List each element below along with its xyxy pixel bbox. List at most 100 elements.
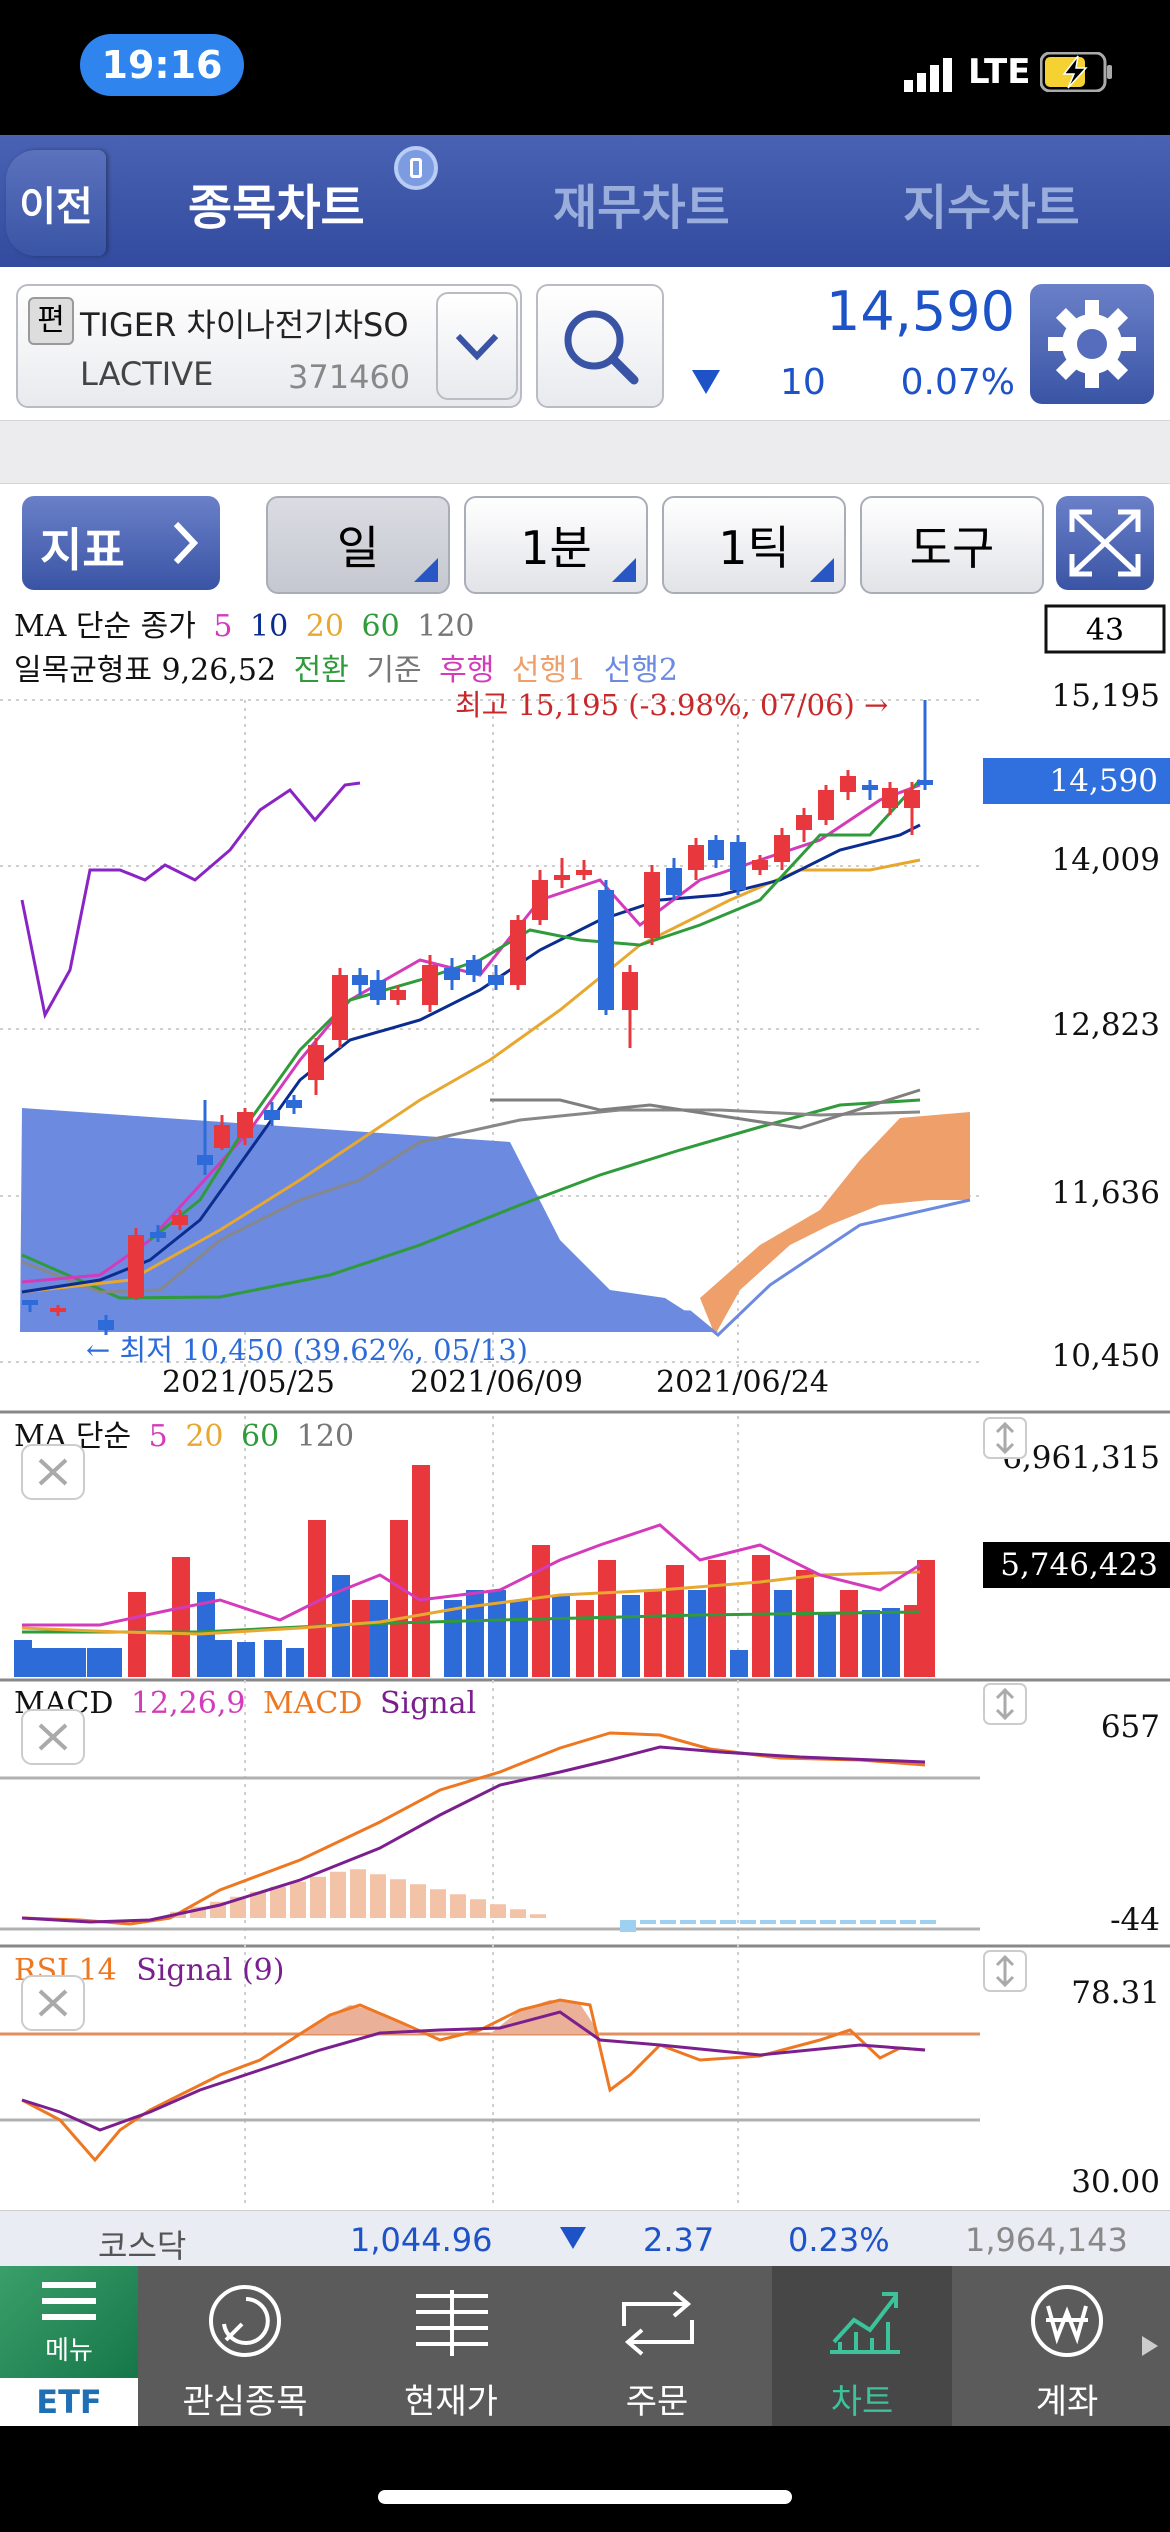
current-price-marker: 14,590 xyxy=(1050,763,1158,799)
tab-financial-chart[interactable]: 재무차트 xyxy=(553,180,730,236)
close-icon[interactable] xyxy=(21,1975,85,2031)
ma-legend: MA 단순 종가 5 10 20 60 120 xyxy=(14,609,475,644)
tools-label: 도구 xyxy=(909,521,995,575)
volume-bar xyxy=(104,1648,122,1677)
macd-hist-bar xyxy=(640,1920,656,1924)
candle xyxy=(128,1228,144,1300)
stock-chart[interactable]: 최고 15,195 (-3.98%, 07/06) → ← 최저 10,450 … xyxy=(0,598,1170,2210)
macd-hist-bar xyxy=(190,1906,206,1918)
volume-bar xyxy=(87,1648,105,1677)
macd-hist-bar xyxy=(680,1920,696,1924)
tick-button[interactable]: 1틱 xyxy=(662,496,846,594)
volume-bar xyxy=(444,1600,462,1677)
tab-order[interactable]: 주문 xyxy=(562,2266,752,2426)
stock-code: 371460 xyxy=(288,358,411,396)
tab-watchlist[interactable]: 관심종목 xyxy=(150,2266,340,2426)
back-button[interactable]: 이전 xyxy=(6,150,106,256)
volume-bar xyxy=(264,1640,282,1677)
tab-chart[interactable]: 차트 xyxy=(772,2266,952,2426)
index-name: 코스닥 xyxy=(98,2227,187,2265)
index-change-pct: 0.23% xyxy=(788,2221,890,2259)
candle xyxy=(172,1210,188,1230)
index-change: 2.37 xyxy=(643,2221,715,2259)
tab-menu[interactable]: 메뉴 ETF xyxy=(0,2266,138,2426)
current-price-label: 현재가 xyxy=(404,2382,498,2422)
low-price-label: ← 최저 10,450 (39.62%, 05/13) xyxy=(86,1333,528,1367)
resize-handle-icon[interactable] xyxy=(983,1683,1027,1725)
index-volume: 1,964,143 xyxy=(965,2221,1128,2259)
volume-bar xyxy=(862,1610,880,1677)
macd-max: 657 xyxy=(1101,1709,1160,1745)
chevron-down-icon xyxy=(455,333,499,361)
macd-hist-bar xyxy=(700,1920,716,1924)
chart-icon xyxy=(830,2292,900,2354)
fullscreen-button[interactable] xyxy=(1056,496,1154,590)
macd-hist-bar xyxy=(470,1899,486,1918)
index-value: 1,044.96 xyxy=(350,2221,493,2259)
status-time: 19:16 xyxy=(80,34,244,96)
macd-hist-bar xyxy=(350,1869,366,1918)
indicator-label: 지표 xyxy=(40,523,125,577)
bottom-tab-bar xyxy=(0,2266,1170,2426)
macd-hist-bar xyxy=(290,1881,306,1918)
volume-bar xyxy=(128,1592,146,1677)
svg-text:12,823: 12,823 xyxy=(1052,1007,1160,1043)
watchlist-icon xyxy=(209,2285,281,2357)
tab-current-price[interactable]: 현재가 xyxy=(356,2266,546,2426)
date-axis: 2021/05/25 2021/06/09 2021/06/24 xyxy=(162,1365,829,1400)
macd-hist-bar xyxy=(880,1920,896,1924)
current-price: 14,590 xyxy=(826,280,1015,343)
tab-account[interactable]: 계좌 xyxy=(972,2266,1162,2426)
indicator-button[interactable]: 지표 xyxy=(22,496,220,590)
volume-bar xyxy=(688,1590,706,1677)
resize-handle-icon[interactable] xyxy=(983,1950,1027,1992)
resize-handle-icon[interactable] xyxy=(983,1417,1027,1459)
minute-label: 1분 xyxy=(520,521,592,575)
chevron-right-icon xyxy=(173,521,199,565)
close-icon[interactable] xyxy=(21,1709,85,1765)
search-button[interactable] xyxy=(536,284,664,408)
close-icon[interactable] xyxy=(21,1444,85,1500)
macd-histogram xyxy=(170,1869,936,1932)
candle xyxy=(422,955,438,1012)
tab-index-chart[interactable]: 지수차트 xyxy=(903,180,1080,236)
macd-hist-bar xyxy=(430,1889,446,1918)
more-arrow-icon[interactable] xyxy=(1140,2334,1160,2358)
macd-hist-bar xyxy=(410,1884,426,1918)
home-indicator[interactable] xyxy=(378,2490,792,2504)
volume-bar xyxy=(286,1648,304,1677)
stock-dropdown-button[interactable] xyxy=(436,292,518,400)
candle xyxy=(730,835,746,895)
macd-hist-bar xyxy=(780,1920,796,1924)
price-icon xyxy=(416,2290,488,2356)
count-box: 43 xyxy=(1086,613,1124,648)
volume-bar xyxy=(237,1642,255,1677)
volume-bar xyxy=(510,1600,528,1677)
macd-hist-bar xyxy=(250,1891,266,1918)
signal-icon xyxy=(904,58,952,92)
menu-label: 메뉴 xyxy=(45,2336,93,2366)
volume-bar xyxy=(708,1560,726,1677)
candle xyxy=(444,958,460,990)
volume-bar xyxy=(576,1600,594,1677)
volume-bar xyxy=(666,1565,684,1677)
period-day-label: 일 xyxy=(336,521,380,575)
candlesticks xyxy=(22,700,933,1335)
etf-label: ETF xyxy=(0,2378,138,2426)
settings-button[interactable] xyxy=(1030,284,1154,404)
edit-badge[interactable]: 편 xyxy=(28,297,74,345)
tools-button[interactable]: 도구 xyxy=(860,496,1044,594)
tab-stock-chart[interactable]: 종목차트 xyxy=(188,180,365,236)
volume-bar xyxy=(840,1590,858,1677)
volume-bar xyxy=(532,1545,550,1677)
minute-button[interactable]: 1분 xyxy=(464,496,648,594)
candle xyxy=(840,770,856,800)
refresh-icon[interactable] xyxy=(394,146,438,190)
macd-hist-bar xyxy=(390,1879,406,1918)
macd-line xyxy=(21,1731,926,1926)
stock-name-line1: TIGER 차이나전기차SO xyxy=(80,306,409,344)
period-day-button[interactable]: 일 xyxy=(266,496,450,594)
signal-line xyxy=(21,1745,926,1924)
volume-bar xyxy=(32,1648,50,1677)
macd-hist-bar xyxy=(330,1871,346,1918)
